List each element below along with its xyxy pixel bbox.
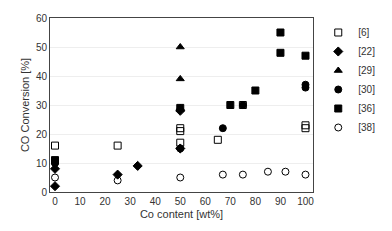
- svg-text:[6]: [6]: [358, 27, 369, 38]
- svg-text:0: 0: [52, 196, 58, 207]
- svg-text:30: 30: [125, 196, 137, 207]
- svg-text:80: 80: [250, 196, 262, 207]
- svg-text:10: 10: [36, 158, 48, 169]
- svg-text:40: 40: [150, 196, 162, 207]
- svg-text:[36]: [36]: [358, 103, 375, 114]
- svg-text:[30]: [30]: [358, 84, 375, 95]
- svg-text:0: 0: [41, 187, 47, 198]
- svg-text:40: 40: [36, 71, 48, 82]
- svg-text:70: 70: [225, 196, 237, 207]
- svg-text:CO Conversion [%]: CO Conversion [%]: [19, 58, 31, 152]
- svg-text:[22]: [22]: [358, 46, 375, 57]
- svg-text:Co content [wt%]: Co content [wt%]: [140, 208, 223, 220]
- svg-text:100: 100: [297, 196, 314, 207]
- svg-text:60: 60: [200, 196, 212, 207]
- svg-text:10: 10: [74, 196, 86, 207]
- svg-text:50: 50: [175, 196, 187, 207]
- svg-text:[38]: [38]: [358, 122, 375, 133]
- svg-text:20: 20: [100, 196, 112, 207]
- svg-text:50: 50: [36, 42, 48, 53]
- svg-text:90: 90: [275, 196, 287, 207]
- svg-text:30: 30: [36, 100, 48, 111]
- svg-text:20: 20: [36, 129, 48, 140]
- svg-text:60: 60: [36, 13, 48, 24]
- svg-text:[29]: [29]: [358, 65, 375, 76]
